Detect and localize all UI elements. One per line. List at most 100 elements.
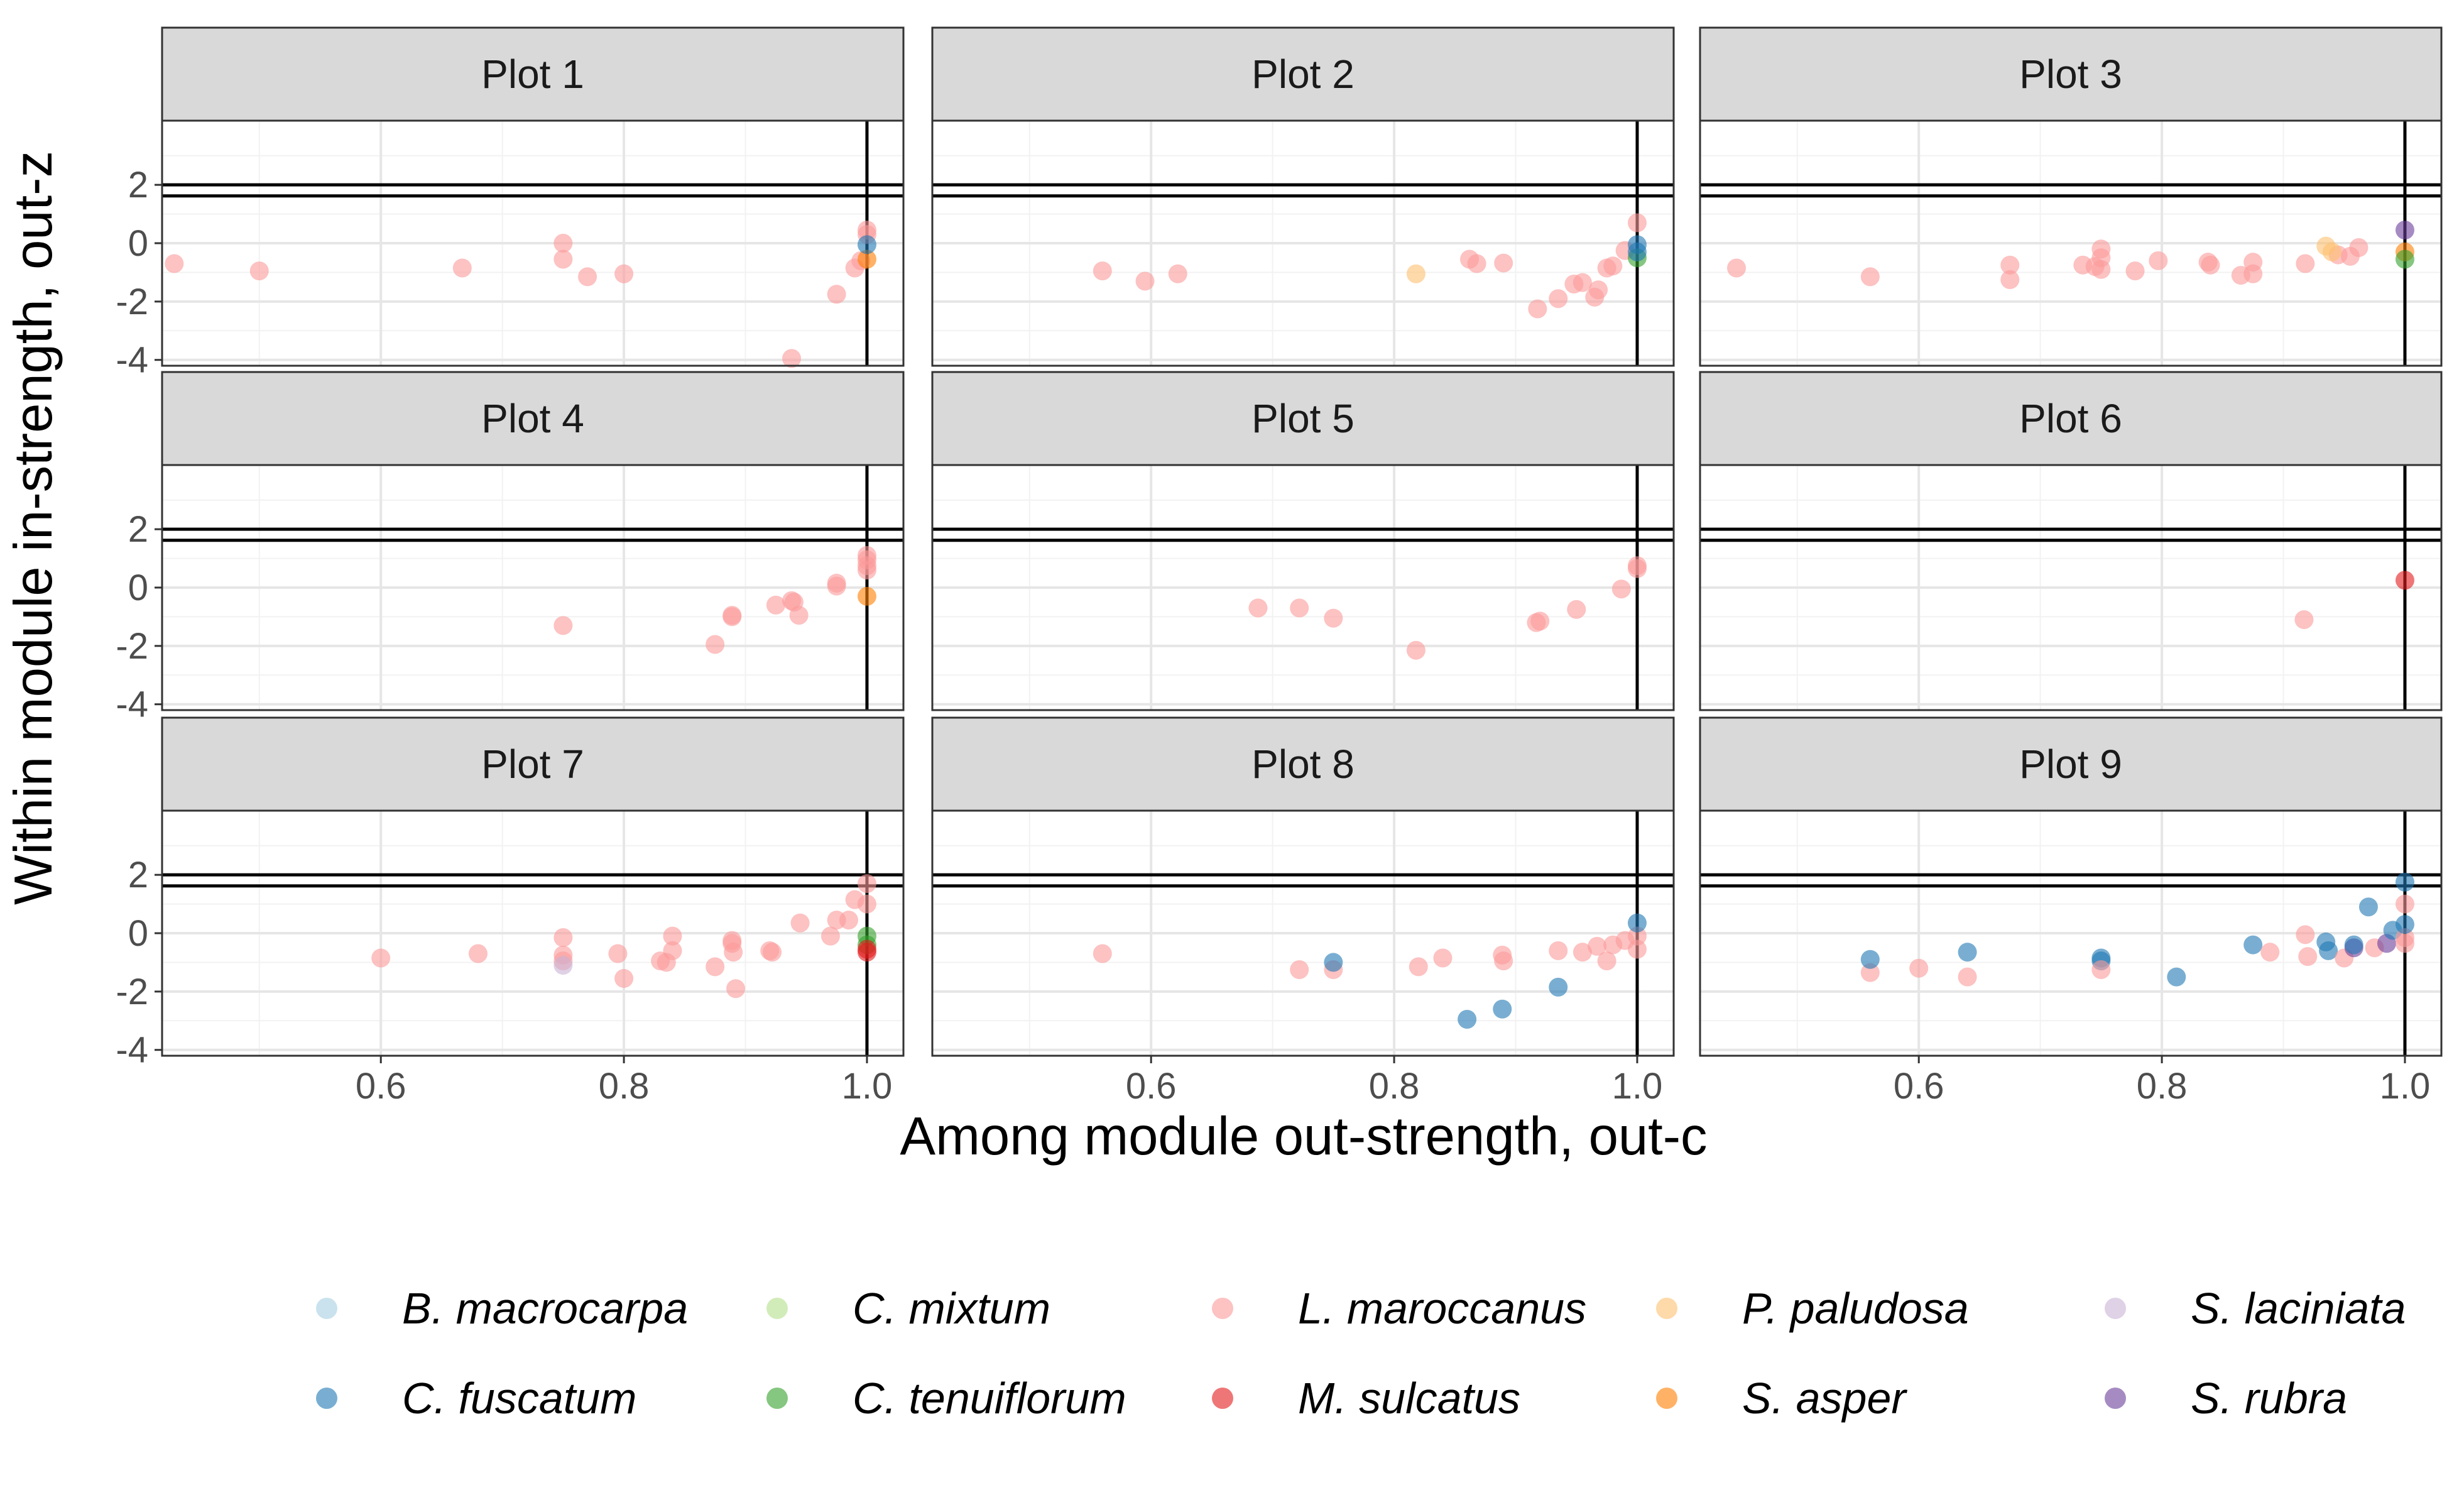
data-point	[1549, 289, 1568, 309]
y-tick-label: -4	[116, 1030, 148, 1071]
data-point	[2091, 960, 2111, 980]
data-point	[1627, 913, 1647, 933]
legend-item: B. macrocarpa	[316, 1284, 688, 1333]
legend-key	[766, 1298, 788, 1319]
x-tick-label: 0.8	[599, 1066, 650, 1107]
facet-strip	[161, 716, 905, 812]
data-point	[553, 249, 573, 269]
data-point	[2000, 255, 2020, 275]
x-tick-label: 1.0	[842, 1066, 893, 1107]
data-point	[371, 948, 391, 968]
data-point	[1168, 264, 1187, 283]
data-point	[2125, 261, 2145, 281]
data-point	[857, 586, 876, 606]
panel-border	[1699, 464, 2443, 711]
facet-strip	[161, 26, 905, 122]
data-point	[2395, 249, 2414, 269]
facet-strip	[1699, 371, 2443, 466]
data-point	[1958, 943, 1977, 962]
y-tick-label: 2	[128, 509, 148, 550]
data-point	[1324, 608, 1343, 628]
legend-label: P. paludosa	[1742, 1284, 1969, 1333]
legend-item: C. mixtum	[766, 1284, 1050, 1333]
legend-key	[766, 1388, 788, 1409]
panel-border	[931, 809, 1675, 1057]
y-tick-label: -4	[116, 340, 148, 381]
data-point	[1589, 280, 1608, 300]
legend-label: L. maroccanus	[1298, 1284, 1586, 1333]
facet-strip	[931, 371, 1675, 466]
data-point	[553, 928, 573, 947]
y-tick-label: 0	[128, 567, 148, 608]
legend: B. macrocarpa C. fuscatum C. mixtum C. tenu…	[316, 1284, 2406, 1423]
data-point	[2000, 270, 2020, 290]
data-point	[1248, 598, 1268, 618]
data-point	[1860, 963, 1880, 982]
data-point	[706, 957, 725, 977]
data-point	[1493, 999, 1512, 1019]
legend-item: S. asper	[1656, 1374, 1907, 1423]
x-tick-label: 0.8	[1369, 1066, 1420, 1107]
legend-label: C. fuscatum	[402, 1374, 636, 1423]
y-tick-label: 2	[128, 855, 148, 895]
panel-border	[1699, 119, 2443, 367]
data-point	[1494, 951, 1513, 971]
legend-item: S. rubra	[2105, 1374, 2347, 1423]
facet-title: Plot 6	[2019, 396, 2122, 441]
data-point	[1597, 951, 1616, 971]
legend-label: S. asper	[1742, 1374, 1907, 1423]
y-tick-label: -4	[116, 684, 148, 725]
data-point	[663, 926, 682, 946]
y-tick-label: -2	[116, 282, 148, 322]
legend-key	[1656, 1388, 1677, 1409]
data-point	[1406, 640, 1426, 660]
data-point	[1433, 948, 1453, 968]
data-point	[827, 576, 846, 596]
facet-title: Plot 8	[1251, 742, 1355, 787]
panel-border	[931, 464, 1675, 711]
data-point	[1290, 598, 1309, 618]
data-point	[2296, 925, 2315, 945]
data-point	[2201, 255, 2220, 275]
data-point	[782, 349, 802, 368]
data-point	[2319, 941, 2338, 960]
data-point	[1860, 267, 1880, 287]
legend-item: C. fuscatum	[316, 1374, 636, 1423]
x-tick-label: 0.8	[2137, 1066, 2188, 1107]
legend-key	[1212, 1388, 1233, 1409]
y-tick-label: 0	[128, 223, 148, 264]
legend-item: S. laciniata	[2105, 1284, 2406, 1333]
facet-title: Plot 5	[1251, 396, 1355, 441]
data-point	[1611, 579, 1631, 599]
x-tick-label: 1.0	[1612, 1066, 1663, 1107]
facet-title: Plot 4	[481, 396, 584, 441]
legend-key	[1212, 1298, 1233, 1319]
data-point	[165, 254, 184, 273]
data-point	[2395, 934, 2414, 953]
data-point	[2395, 894, 2414, 914]
x-tick-label: 1.0	[2380, 1066, 2431, 1107]
data-point	[857, 874, 876, 894]
data-point	[1909, 958, 1929, 978]
data-point	[724, 943, 743, 962]
data-point	[614, 264, 634, 283]
data-point	[789, 606, 809, 625]
data-point	[1549, 941, 1568, 960]
data-point	[578, 267, 597, 287]
data-point	[722, 607, 742, 627]
panel-2: Plot 2	[931, 26, 1675, 367]
data-point	[1409, 957, 1428, 977]
legend-label: S. rubra	[2191, 1374, 2347, 1423]
data-point	[553, 616, 573, 635]
data-point	[1467, 254, 1486, 273]
data-point	[1458, 1009, 1477, 1029]
x-axis-title: Among module out-strength, out-c	[900, 1107, 1707, 1166]
y-tick-label: -2	[116, 626, 148, 667]
y-tick-label: 2	[128, 165, 148, 205]
panel-6: Plot 6	[1699, 371, 2443, 711]
data-point	[1324, 953, 1343, 972]
panel-border	[1699, 809, 2443, 1057]
legend-item: M. sulcatus	[1212, 1374, 1520, 1423]
data-point	[249, 261, 269, 281]
